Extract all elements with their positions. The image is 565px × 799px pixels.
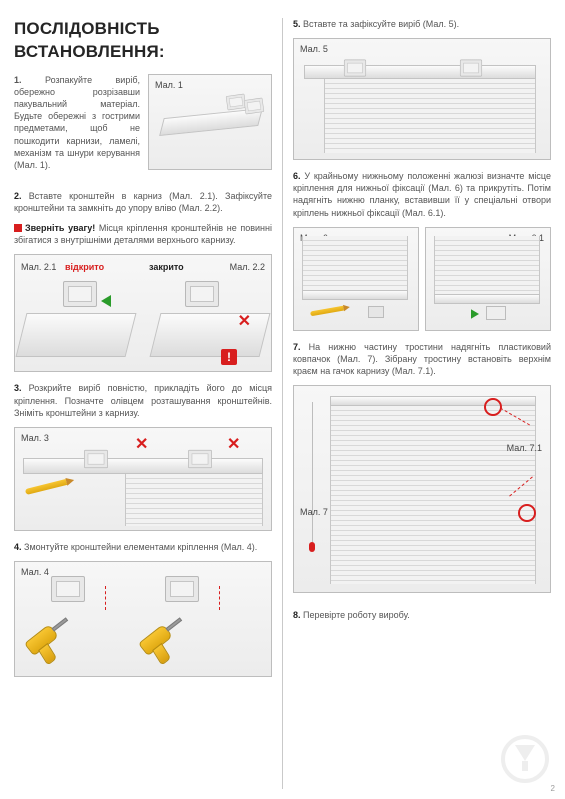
figure-1: Мал. 1 [148, 74, 272, 170]
fig3-blinds [125, 474, 263, 526]
right-column: 5. Вставте та зафіксуйте виріб (Мал. 5).… [293, 18, 551, 789]
fig4-bracket-1 [51, 576, 85, 602]
fig61-arrow-icon [471, 309, 479, 319]
warning-label: Зверніть увагу! [25, 223, 95, 233]
x-mark-icon: ✕ [238, 311, 251, 333]
figure-61: Мал. 6.1 [425, 227, 551, 331]
step-8-text: Перевірте роботу виробу. [303, 610, 410, 620]
step-5: 5. Вставте та зафіксуйте виріб (Мал. 5). [293, 18, 551, 30]
step-7-num: 7. [293, 342, 301, 352]
figure-21-label: Мал. 2.1 [21, 261, 56, 273]
fig3-x2: ✕ [227, 434, 240, 456]
figure-4: Мал. 4 [14, 561, 272, 677]
step-1-row: 1. Розпакуйте виріб, обережно розрізавши… [14, 74, 272, 180]
warning-square-icon [14, 224, 22, 232]
fig3-x1: ✕ [135, 434, 148, 456]
page-number: 2 [551, 784, 555, 795]
figure-22-label: Мал. 2.2 [230, 261, 265, 273]
fig7-blinds [330, 406, 536, 584]
figure-5: Мал. 5 [293, 38, 551, 160]
step-1: 1. Розпакуйте виріб, обережно розрізавши… [14, 74, 140, 180]
fig6-blinds [302, 236, 408, 290]
step-6: 6. У крайньому нижньому положенні жалюзі… [293, 170, 551, 219]
figure-3: Мал. 3 ✕ ✕ [14, 427, 272, 531]
exclaim-icon: ! [221, 349, 237, 365]
fig2-rail-left [16, 313, 137, 357]
pencil-icon [25, 479, 67, 495]
figure-6: Мал. 6 [293, 227, 419, 331]
fig1-bracket2-icon [244, 97, 265, 114]
step-5-num: 5. [293, 19, 301, 29]
step-2-num: 2. [14, 191, 22, 201]
fig61-bottom-rail [434, 294, 540, 304]
left-column: ПОСЛІДОВНІСТЬ ВСТАНОВЛЕННЯ: 1. Розпакуйт… [14, 18, 272, 789]
step-4: 4. Змонтуйте кронштейни елементами кріпл… [14, 541, 272, 553]
step-3-num: 3. [14, 383, 22, 393]
step-2: 2. Вставте кронштейн в карниз (Мал. 2.1)… [14, 190, 272, 214]
fig5-bracket-1 [344, 60, 366, 77]
fig2-rail-right [150, 313, 271, 357]
fig2-bracket-right [185, 281, 219, 307]
fig61-blinds [434, 236, 540, 294]
figure-6-row: Мал. 6 Мал. 6.1 [293, 227, 551, 331]
step-6-text: У крайньому нижньому положенні жалюзі ви… [293, 171, 551, 217]
fig5-bracket-2 [460, 60, 482, 77]
fig5-rail [304, 65, 536, 79]
fig7-circle-2 [518, 504, 536, 522]
fig6-clip [368, 306, 384, 318]
step-2-warning: Зверніть увагу! Місця кріплення кронштей… [14, 222, 272, 246]
fig4-dash-1 [105, 586, 106, 610]
green-arrow-icon [101, 295, 111, 307]
fig3-bracket-1 [84, 450, 108, 468]
step-8: 8. Перевірте роботу виробу. [293, 609, 551, 621]
step-5-text: Вставте та зафіксуйте виріб (Мал. 5). [303, 19, 459, 29]
page-title: ПОСЛІДОВНІСТЬ ВСТАНОВЛЕННЯ: [14, 18, 272, 64]
figure-2-open: відкрито [65, 261, 104, 273]
figure-7: Мал. 7 Мал. 7.1 [293, 385, 551, 593]
step-8-num: 8. [293, 610, 301, 620]
column-divider [282, 18, 283, 789]
fig7-cord [312, 402, 313, 542]
figure-7-label: Мал. 7 [300, 506, 328, 518]
step-2-text: Вставте кронштейн в карниз (Мал. 2.1). З… [14, 191, 272, 213]
step-6-num: 6. [293, 171, 301, 181]
step-1-num: 1. [14, 75, 22, 85]
step-3: 3. Розкрийте виріб повністю, прикладіть … [14, 382, 272, 418]
fig5-blinds [324, 79, 536, 153]
fig4-dash-2 [219, 586, 220, 610]
step-1-text: Розпакуйте виріб, обережно розрізавши па… [14, 75, 140, 170]
step-7: 7. На нижню частину тростини надягніть п… [293, 341, 551, 377]
figure-3-label: Мал. 3 [21, 432, 49, 444]
fig61-clip [486, 306, 506, 320]
fig6-bottom-rail [302, 290, 408, 300]
step-4-text: Змонтуйте кронштейни елементами кріпленн… [24, 542, 257, 552]
step-3-text: Розкрийте виріб повністю, прикладіть йог… [14, 383, 272, 417]
step-7-text: На нижню частину тростини надягніть плас… [293, 342, 551, 376]
fig2-bracket-left [63, 281, 97, 307]
fig4-bracket-2 [165, 576, 199, 602]
fig7-rail [330, 396, 536, 406]
drill-icon-2 [138, 615, 194, 669]
figure-5-label: Мал. 5 [300, 43, 328, 55]
fig3-rail [23, 458, 263, 474]
fig6-pencil-icon [310, 305, 344, 316]
figure-2-closed: закрито [149, 261, 184, 273]
drill-icon-1 [24, 615, 80, 669]
step-4-num: 4. [14, 542, 22, 552]
figure-71-label: Мал. 7.1 [507, 442, 542, 454]
fig7-knob-icon [309, 542, 315, 552]
watermark-icon [501, 735, 549, 783]
figure-1-label: Мал. 1 [155, 79, 183, 91]
fig3-bracket-2 [188, 450, 212, 468]
figure-4-label: Мал. 4 [21, 566, 49, 578]
figure-2: Мал. 2.1 відкрито закрито Мал. 2.2 ✕ ! [14, 254, 272, 372]
page-root: ПОСЛІДОВНІСТЬ ВСТАНОВЛЕННЯ: 1. Розпакуйт… [0, 0, 565, 799]
